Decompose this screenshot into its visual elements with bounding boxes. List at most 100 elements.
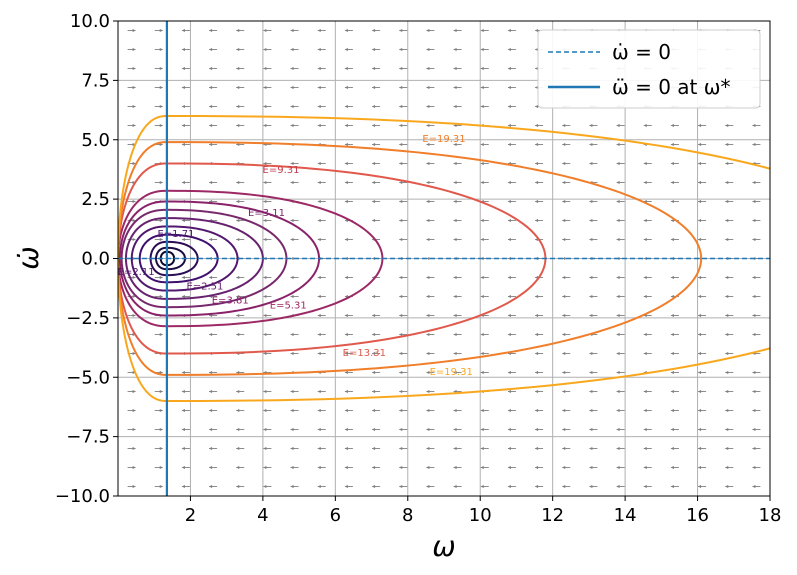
energy-contour-10 <box>118 141 703 376</box>
field-arrow <box>698 408 707 413</box>
field-arrow <box>372 218 381 223</box>
field-arrow <box>209 47 218 52</box>
field-arrow <box>453 180 462 185</box>
field-arrow <box>236 446 245 451</box>
field-arrow <box>317 465 326 470</box>
field-arrow <box>399 446 408 451</box>
field-arrow <box>480 218 489 223</box>
field-arrow <box>154 332 163 337</box>
field-arrow <box>698 294 707 299</box>
field-arrow <box>698 180 707 185</box>
field-arrow <box>507 370 516 375</box>
field-arrow <box>480 142 489 147</box>
field-arrow <box>127 237 136 242</box>
field-arrow <box>589 218 598 223</box>
field-arrow <box>236 66 245 71</box>
field-arrow <box>372 484 381 489</box>
field-arrow <box>344 465 353 470</box>
field-arrow <box>372 47 381 52</box>
legend-label-1: ω̈ = 0 at ω* <box>612 75 731 99</box>
field-arrow <box>154 294 163 299</box>
contour-label-4: E=3.81 <box>212 296 249 307</box>
field-arrow <box>453 446 462 451</box>
field-arrow <box>643 294 652 299</box>
field-arrow <box>236 199 245 204</box>
x-tick-label: 14 <box>614 505 637 526</box>
field-arrow <box>589 294 598 299</box>
field-arrow <box>426 408 435 413</box>
field-arrow <box>399 484 408 489</box>
field-arrow <box>698 351 707 356</box>
field-arrow <box>507 199 516 204</box>
field-arrow <box>535 161 544 166</box>
field-arrow <box>725 180 734 185</box>
field-arrow <box>372 351 381 356</box>
field-arrow <box>181 104 190 109</box>
field-arrow <box>752 332 761 337</box>
field-arrow <box>453 427 462 432</box>
field-arrow <box>589 484 598 489</box>
field-arrow <box>752 408 761 413</box>
field-arrow <box>535 142 544 147</box>
field-arrow <box>616 332 625 337</box>
field-arrow <box>263 47 272 52</box>
field-arrow <box>426 180 435 185</box>
y-tick-label: −10.0 <box>55 486 110 507</box>
field-arrow <box>507 180 516 185</box>
field-arrow <box>127 427 136 432</box>
field-arrow <box>670 351 679 356</box>
field-arrow <box>562 313 571 318</box>
field-arrow <box>670 465 679 470</box>
x-tick-label: 2 <box>185 505 196 526</box>
field-arrow <box>507 66 516 71</box>
field-arrow <box>752 218 761 223</box>
field-arrow <box>399 294 408 299</box>
field-arrow <box>372 465 381 470</box>
field-arrow <box>426 123 435 128</box>
field-arrow <box>372 66 381 71</box>
field-arrow <box>752 427 761 432</box>
field-arrow <box>725 389 734 394</box>
field-arrow <box>372 370 381 375</box>
field-arrow <box>344 199 353 204</box>
field-arrow <box>154 408 163 413</box>
field-arrow <box>317 389 326 394</box>
field-arrow <box>725 370 734 375</box>
field-arrow <box>725 275 734 280</box>
field-arrow <box>426 218 435 223</box>
field-arrow <box>263 408 272 413</box>
field-arrow <box>535 370 544 375</box>
field-arrow <box>453 199 462 204</box>
field-arrow <box>127 465 136 470</box>
field-arrow <box>372 446 381 451</box>
field-arrow <box>236 142 245 147</box>
field-arrow <box>344 180 353 185</box>
y-axis-label: ω̇ <box>12 246 45 269</box>
field-arrow <box>480 47 489 52</box>
field-arrow <box>181 332 190 337</box>
field-arrow <box>453 237 462 242</box>
field-arrow <box>616 370 625 375</box>
field-arrow <box>344 389 353 394</box>
field-arrow <box>317 351 326 356</box>
field-arrow <box>643 180 652 185</box>
field-arrow <box>616 408 625 413</box>
field-arrow <box>399 275 408 280</box>
field-arrow <box>562 351 571 356</box>
field-arrow <box>453 465 462 470</box>
y-tick-label: 5.0 <box>81 130 110 151</box>
field-arrow <box>317 408 326 413</box>
field-arrow <box>616 161 625 166</box>
field-arrow <box>725 465 734 470</box>
field-arrow <box>589 237 598 242</box>
field-arrow <box>209 66 218 71</box>
field-arrow <box>290 427 299 432</box>
field-arrow <box>181 294 190 299</box>
field-arrow <box>507 104 516 109</box>
field-arrow <box>480 351 489 356</box>
field-arrow <box>317 484 326 489</box>
field-arrow <box>344 427 353 432</box>
field-arrow <box>562 484 571 489</box>
field-arrow <box>344 332 353 337</box>
field-arrow <box>317 199 326 204</box>
